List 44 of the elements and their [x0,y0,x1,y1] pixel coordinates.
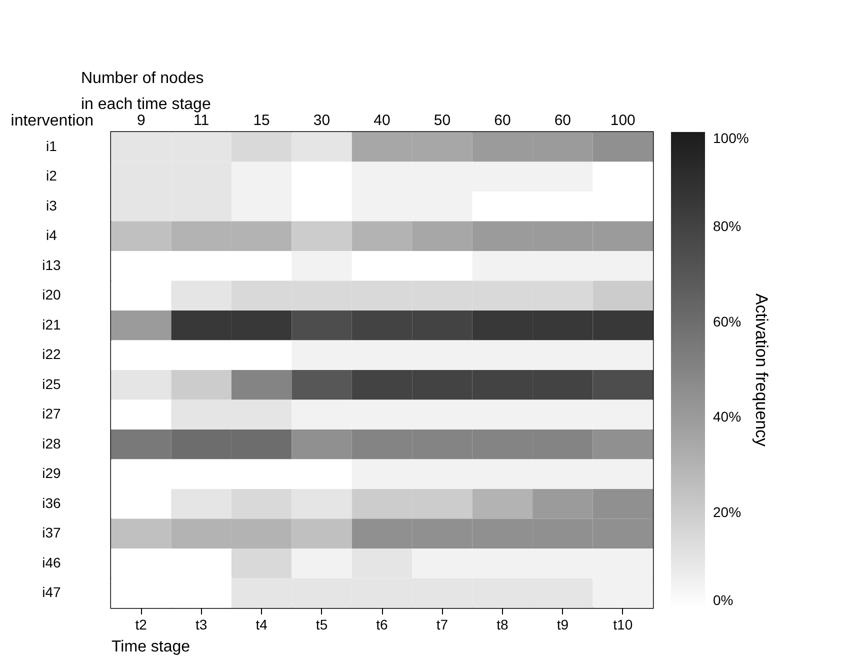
y-tick-label: i3 [46,197,58,214]
text: 15 [253,112,270,129]
x-tick-label: t2 [135,616,148,632]
text: 50 [434,112,451,129]
x-tick-label: t4 [256,616,268,632]
y-tick-label: i13 [42,256,62,273]
y-tick-label: i21 [42,316,62,332]
text: 100 [610,112,636,129]
x-tick-label: t10 [613,616,633,632]
color-bar-label: 100% [713,130,749,146]
text: 40 [374,112,390,129]
x2-axis-title: Number of nodes in each time stage [81,70,211,113]
y-tick-label: i4 [46,227,58,244]
y-tick-label: i37 [42,524,62,541]
text: 11 [194,112,210,129]
text: 60 [554,112,572,129]
x-tick-label: t9 [556,616,569,632]
y-tick-label: i47 [42,584,62,600]
y-tick-label: i22 [42,346,62,362]
x-tick-label: t8 [496,616,508,632]
y-tick-label: i25 [42,376,62,392]
color-bar-label: 40% [713,408,742,425]
x-tick-label: t3 [195,616,208,632]
color-bar-label: 0% [713,592,734,608]
y-tick-label: i29 [42,465,62,482]
color-bar-label: 80% [713,218,742,234]
y-tick-label: i20 [42,286,62,303]
color-bar-label: 60% [713,313,742,330]
color-bar-label: 20% [713,504,742,520]
text: 30 [313,112,330,129]
x-axis-title: Time stage [112,638,190,656]
y-tick-label: i2 [46,168,58,184]
y-tick-label: i1 [46,138,58,154]
text: 60 [494,112,511,129]
y-axis-title: intervention [10,112,94,130]
color-bar-title: Activation frequency [752,293,771,448]
y-tick-label: i27 [42,406,62,422]
x-tick-label: t7 [436,616,448,632]
text: 9 [136,112,146,129]
x-tick-label: t5 [316,616,328,632]
y-tick-label: i46 [42,554,62,570]
y-tick-label: i36 [42,494,62,511]
x-tick-label: t6 [376,616,388,632]
y-tick-label: i28 [42,435,62,452]
